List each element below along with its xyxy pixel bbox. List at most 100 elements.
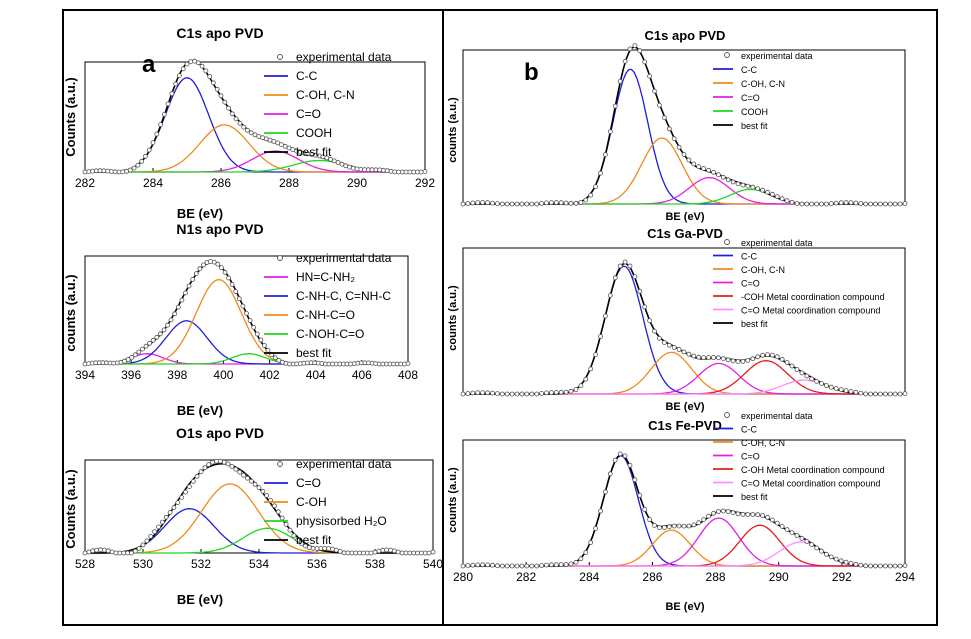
experimental-point: [125, 357, 131, 362]
experimental-point: [750, 512, 756, 517]
experimental-point: [373, 167, 379, 173]
experimental-point: [833, 556, 839, 562]
chart-title: C1s apo PVD: [176, 25, 263, 41]
experimental-point: [652, 328, 657, 334]
experimental-point: [388, 547, 393, 553]
experimental-point: [337, 549, 343, 554]
x-tick-label: 532: [191, 557, 211, 571]
experimental-point: [573, 200, 579, 206]
experimental-point: [248, 130, 254, 136]
experimental-point: [657, 335, 662, 341]
experimental-point: [725, 357, 731, 363]
experimental-point: [863, 391, 869, 397]
experimental-point: [186, 283, 192, 289]
experimental-point: [82, 550, 88, 556]
experimental-point: [399, 169, 405, 175]
experimental-point: [637, 492, 643, 498]
experimental-point: [180, 66, 186, 72]
y-axis-label: counts (a.u.): [63, 274, 78, 351]
experimental-point: [279, 515, 285, 521]
experimental-point: [789, 530, 795, 535]
experimental-point: [583, 376, 589, 382]
experimental-point: [662, 340, 667, 346]
legend-item-c-oh: C-OH: [296, 495, 327, 509]
legend-item-best-fit: best fit: [741, 319, 768, 329]
experimental-point: [190, 478, 196, 484]
experimental-point: [365, 167, 371, 173]
experimental-point: [217, 458, 223, 464]
experimental-point: [666, 342, 672, 348]
series-c-c: [463, 68, 905, 205]
experimental-point: [221, 459, 227, 465]
experimental-point: [295, 537, 301, 543]
experimental-point: [598, 334, 603, 339]
experimental-point: [350, 165, 356, 171]
experimental-point: [369, 167, 375, 173]
experimental-point: [121, 550, 127, 556]
experimental-point: [392, 169, 398, 175]
experimental-point: [770, 191, 775, 197]
experimental-point: [553, 562, 559, 568]
experimental-point: [354, 166, 360, 172]
experimental-point: [637, 288, 643, 294]
panel-label-a: a: [142, 51, 156, 78]
x-axis-label: BE (eV): [665, 211, 704, 223]
experimental-point: [380, 167, 386, 173]
experimental-point: [158, 122, 164, 127]
experimental-point: [490, 390, 495, 396]
experimental-point: [179, 494, 185, 500]
experimental-point: [887, 201, 893, 207]
experimental-point: [422, 550, 428, 556]
experimental-point: [799, 201, 805, 207]
experimental-point: [607, 292, 613, 298]
legend-item-c-o: C=O: [741, 452, 760, 462]
x-tick-label: 408: [398, 368, 418, 382]
experimental-point: [275, 140, 281, 146]
experimental-point: [558, 389, 564, 395]
experimental-point: [345, 550, 351, 556]
experimental-point: [200, 262, 206, 268]
experimental-point: [485, 200, 491, 206]
chart-title: C1s apo PVD: [645, 28, 726, 43]
experimental-point: [549, 562, 554, 568]
experimental-point: [407, 169, 413, 175]
experimental-point: [627, 462, 633, 468]
experimental-point: [302, 543, 308, 549]
experimental-point: [256, 485, 262, 491]
x-tick-label: 400: [213, 368, 233, 382]
experimental-point: [770, 517, 775, 523]
experimental-point: [499, 391, 505, 397]
legend-marker: [277, 54, 283, 60]
experimental-point: [828, 201, 834, 207]
experimental-point: [814, 378, 819, 384]
experimental-point: [418, 550, 424, 556]
experimental-point: [93, 168, 99, 174]
experimental-point: [236, 296, 242, 302]
experimental-point: [622, 259, 628, 265]
experimental-point: [287, 527, 293, 533]
experimental-point: [755, 186, 761, 192]
experimental-point: [254, 331, 260, 337]
experimental-point: [873, 391, 878, 397]
experimental-point: [853, 389, 859, 395]
experimental-point: [612, 457, 618, 463]
experimental-point: [607, 129, 613, 135]
experimental-point: [252, 132, 258, 138]
experimental-point: [261, 343, 267, 348]
experimental-point: [809, 542, 815, 547]
experimental-point: [696, 354, 702, 360]
experimental-point: [514, 563, 520, 569]
experimental-point: [142, 153, 148, 159]
x-tick-label: 534: [249, 557, 269, 571]
x-axis-label: BE (eV): [177, 403, 223, 418]
experimental-point: [696, 520, 702, 526]
experimental-point: [494, 201, 500, 207]
experimental-point: [470, 200, 476, 206]
experimental-point: [755, 354, 761, 360]
experimental-point: [514, 201, 520, 207]
experimental-point: [740, 358, 746, 364]
experimental-point: [647, 318, 652, 324]
experimental-point: [750, 356, 756, 362]
experimental-point: [858, 562, 864, 568]
experimental-point: [706, 167, 711, 173]
